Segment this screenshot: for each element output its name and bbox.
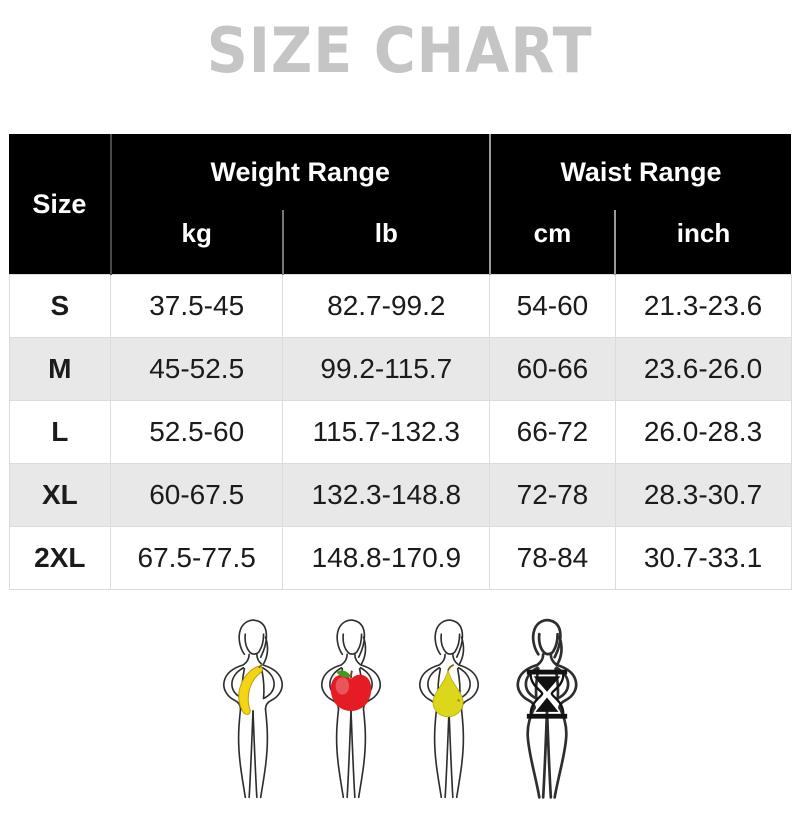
- title-area: SIZE CHART: [0, 14, 800, 90]
- pear-body-figure: [418, 619, 480, 799]
- kg-range: 45-52.5: [110, 337, 284, 401]
- inch-range: 23.6-26.0: [614, 337, 792, 401]
- inch-range: 30.7-33.1: [614, 526, 792, 590]
- kg-range: 52.5-60: [110, 400, 284, 464]
- column-group-weight-range: Weight Range: [110, 134, 490, 210]
- inch-range: 21.3-23.6: [614, 274, 792, 338]
- cm-range: 66-72: [489, 400, 616, 464]
- size-label: S: [8, 274, 112, 338]
- pear-icon: [432, 664, 464, 718]
- lb-range: 148.8-170.9: [282, 526, 491, 590]
- column-header-kg: kg: [110, 210, 283, 275]
- size-label: L: [8, 400, 112, 464]
- size-label: 2XL: [8, 526, 112, 590]
- table-header: Size Weight Range Waist Range kg lb cm i…: [9, 134, 791, 275]
- female-silhouette: [222, 619, 284, 799]
- table-row-l: L 52.5-60 115.7-132.3 66-72 26.0-28.3: [8, 400, 792, 464]
- column-header-inch: inch: [614, 210, 791, 275]
- female-silhouette: [320, 619, 382, 799]
- table-row-2xl: 2XL 67.5-77.5 148.8-170.9 78-84 30.7-33.…: [8, 526, 792, 590]
- page-title: SIZE CHART: [207, 14, 593, 87]
- table-row-xl: XL 60-67.5 132.3-148.8 72-78 28.3-30.7: [8, 463, 792, 527]
- lb-range: 99.2-115.7: [282, 337, 491, 401]
- cm-range: 72-78: [489, 463, 616, 527]
- kg-range: 37.5-45: [110, 274, 284, 338]
- lb-range: 115.7-132.3: [282, 400, 491, 464]
- kg-range: 67.5-77.5: [110, 526, 284, 590]
- size-label: XL: [8, 463, 112, 527]
- column-group-waist-range: Waist Range: [488, 134, 791, 210]
- column-header-size: Size: [9, 134, 112, 275]
- inch-range: 26.0-28.3: [614, 400, 792, 464]
- column-header-cm: cm: [488, 210, 616, 275]
- cm-range: 78-84: [489, 526, 616, 590]
- table-row-s: S 37.5-45 82.7-99.2 54-60 21.3-23.6: [8, 274, 792, 338]
- lb-range: 82.7-99.2: [282, 274, 491, 338]
- size-label: M: [8, 337, 112, 401]
- body-type-figures: [0, 612, 800, 808]
- table-body: S 37.5-45 82.7-99.2 54-60 21.3-23.6 M 45…: [8, 274, 792, 590]
- hourglass-icon: [526, 669, 568, 719]
- hourglass-body-figure: [516, 618, 578, 799]
- apple-icon: [330, 670, 372, 711]
- column-header-lb: lb: [281, 210, 490, 275]
- inch-range: 28.3-30.7: [614, 463, 792, 527]
- apple-body-figure: [320, 619, 382, 799]
- lb-range: 132.3-148.8: [282, 463, 491, 527]
- cm-range: 54-60: [489, 274, 616, 338]
- size-chart-page: SIZE CHART Size Weight Range Waist Range…: [0, 14, 800, 808]
- banana-icon: [238, 663, 264, 715]
- cm-range: 60-66: [489, 337, 616, 401]
- size-chart-table: Size Weight Range Waist Range kg lb cm i…: [8, 134, 792, 590]
- banana-body-figure: [222, 619, 284, 799]
- table-row-m: M 45-52.5 99.2-115.7 60-66 23.6-26.0: [8, 337, 792, 401]
- kg-range: 60-67.5: [110, 463, 284, 527]
